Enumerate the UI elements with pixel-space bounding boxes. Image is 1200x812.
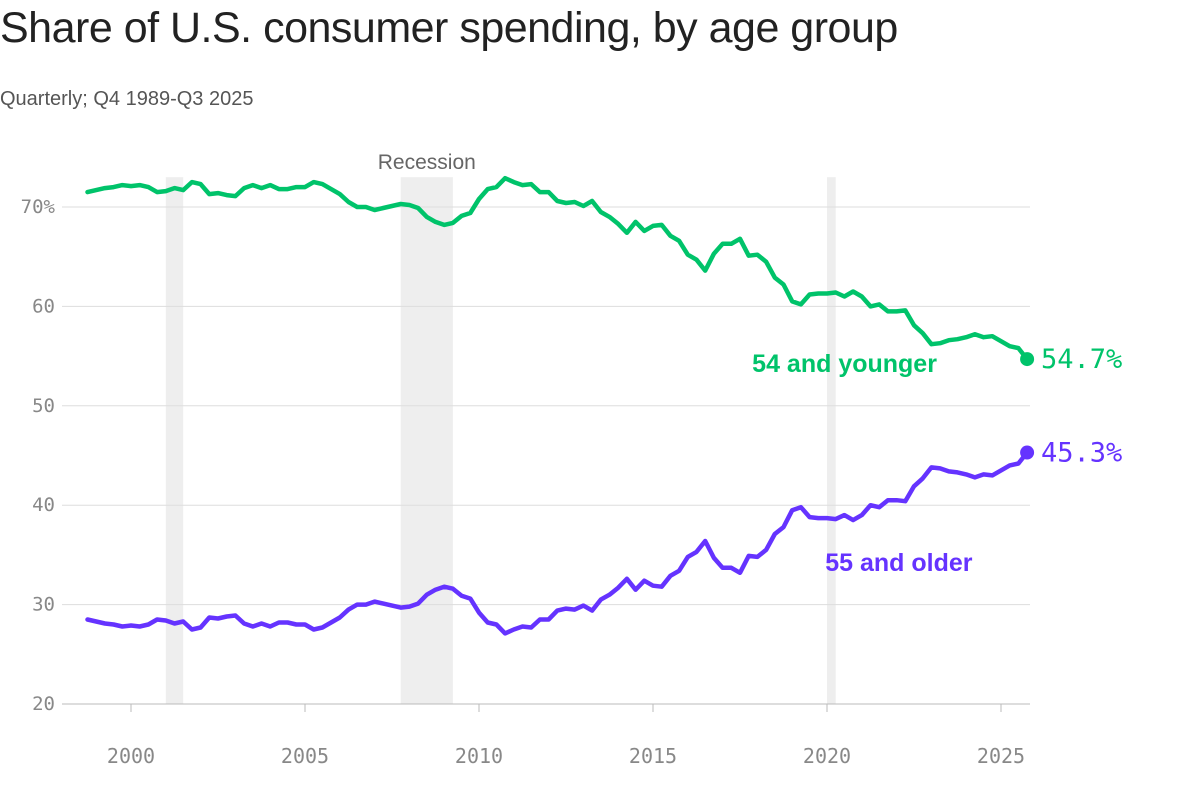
y-tick-label-60: 60: [32, 295, 55, 317]
y-tick-label-50: 50: [32, 395, 55, 417]
x-tick-label-2010: 2010: [455, 744, 503, 768]
y-axis-ticks: 20 30 40 50 60 70%: [21, 196, 56, 715]
x-tick-label-2025: 2025: [977, 744, 1025, 768]
x-tick-label-2020: 2020: [803, 744, 851, 768]
recession-band-2: [401, 177, 453, 704]
series-labels: 54.7% 54 and younger 45.3% 55 and older: [752, 344, 1122, 577]
x-tick-label-2000: 2000: [107, 744, 155, 768]
series-line-55-and-older: [88, 453, 1028, 634]
recession-label: Recession: [378, 151, 476, 174]
end-point-54-and-younger: [1020, 352, 1034, 366]
end-value-label-55-and-older: 45.3%: [1041, 438, 1122, 469]
series-name-55-and-older: 55 and older: [825, 549, 973, 577]
series-name-54-and-younger: 54 and younger: [752, 350, 937, 378]
recession-bands: Recession: [166, 151, 836, 704]
y-tick-label-30: 30: [32, 594, 55, 616]
y-tick-label-70: 70%: [21, 196, 56, 218]
end-value-label-54-and-younger: 54.7%: [1041, 344, 1122, 375]
grid-lines: [62, 207, 1030, 704]
y-tick-label-20: 20: [32, 693, 55, 715]
x-tick-label-2015: 2015: [629, 744, 677, 768]
y-tick-label-40: 40: [32, 494, 55, 516]
x-axis-ticks: 2000 2005 2010 2015 2020 2025: [107, 704, 1025, 768]
end-point-55-and-older: [1020, 446, 1034, 460]
recession-band-3: [827, 177, 836, 704]
x-tick-label-2005: 2005: [281, 744, 329, 768]
series-line-54-and-younger: [88, 178, 1028, 359]
